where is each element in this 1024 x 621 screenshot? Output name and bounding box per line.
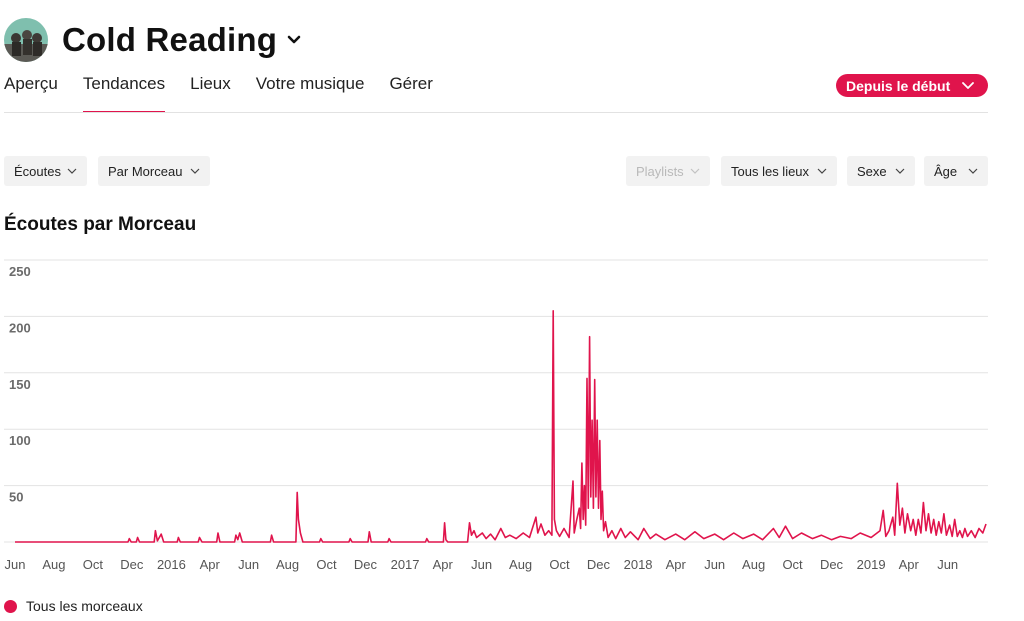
playlists-filter[interactable]: Playlists [626,156,710,186]
tab-bar: Aperçu Tendances Lieux Votre musique Gér… [4,72,458,113]
locations-filter-label: Tous les lieux [731,163,810,179]
x-tick-label: Oct [83,557,104,572]
y-tick-label: 150 [9,377,31,392]
streams-chart[interactable]: 50 100 150 200 250 Jun Aug Oct Dec 2016 Apr Jun Aug O… [0,255,1000,580]
breakdown-filter[interactable]: Par Morceau [98,156,210,186]
chevron-down-icon [817,168,827,174]
metric-filter[interactable]: Écoutes [4,156,87,186]
x-tick-label: Oct [549,557,570,572]
playlists-filter-label: Playlists [636,163,684,179]
tab-lieux[interactable]: Lieux [190,74,231,93]
legend-label: Tous les morceaux [26,598,143,614]
artist-name[interactable]: Cold Reading [62,21,278,58]
tab-tendances[interactable]: Tendances [82,72,166,113]
x-tick-label: Jun [704,557,725,572]
metric-filter-label: Écoutes [14,163,61,179]
tabs-divider [4,112,988,113]
x-tick-label: Aug [742,557,765,572]
period-label: Depuis le début [846,77,951,94]
age-filter[interactable]: Âge [924,156,988,186]
gender-filter-label: Sexe [857,163,887,179]
x-tick-label: Dec [587,557,611,572]
x-tick-label: 2018 [624,557,653,572]
series-line [15,309,987,543]
x-tick-label: Apr [433,557,454,572]
chart-title: Écoutes par Morceau [4,214,197,235]
chevron-down-icon [190,168,200,174]
x-tick-label: Dec [354,557,378,572]
x-tick-label: Aug [276,557,299,572]
chevron-down-icon [690,168,700,174]
x-tick-label: Aug [509,557,532,572]
chevron-down-icon [968,168,978,174]
tab-apercu[interactable]: Aperçu [4,74,58,93]
y-tick-label: 200 [9,320,31,335]
x-tick-label: Dec [120,557,144,572]
x-tick-label: 2016 [157,557,186,572]
chevron-down-icon[interactable] [287,35,301,45]
x-tick-label: Oct [316,557,337,572]
chevron-down-icon [67,168,77,174]
x-tick-label: Jun [471,557,492,572]
breakdown-filter-label: Par Morceau [108,163,183,179]
x-tick-label: Dec [820,557,844,572]
period-dropdown-button[interactable]: Depuis le début [836,74,988,97]
tab-votre-musique[interactable]: Votre musique [255,74,365,93]
chevron-down-icon [895,168,905,174]
x-tick-label: 2019 [857,557,886,572]
tab-gerer[interactable]: Gérer [389,74,433,93]
x-tick-label: Jun [238,557,259,572]
legend-dot [4,599,17,613]
y-tick-label: 250 [9,264,31,279]
page-header: Cold Reading [4,12,301,68]
x-tick-label: Apr [666,557,687,572]
y-tick-label: 50 [9,490,23,505]
x-tick-label: Apr [899,557,920,572]
artist-avatar[interactable] [4,18,48,62]
gender-filter[interactable]: Sexe [847,156,915,186]
chevron-down-icon [962,82,974,89]
x-tick-label: Jun [937,557,958,572]
locations-filter[interactable]: Tous les lieux [721,156,837,186]
x-tick-label: Apr [200,557,221,572]
y-tick-label: 100 [9,433,31,448]
x-tick-label: Jun [5,557,26,572]
x-tick-label: Aug [42,557,65,572]
chart-legend[interactable]: Tous les morceaux [4,597,143,615]
age-filter-label: Âge [934,163,958,179]
x-tick-label: Oct [782,557,803,572]
x-tick-label: 2017 [391,557,420,572]
